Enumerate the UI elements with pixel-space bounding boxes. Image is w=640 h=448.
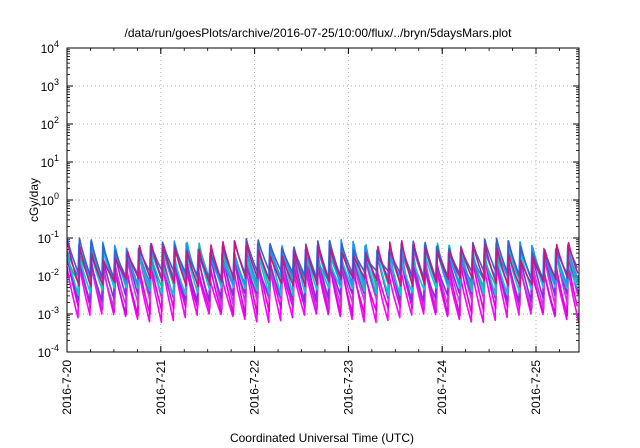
x-axis-label: Coordinated Universal Time (UTC) (230, 431, 414, 445)
series-line (66, 244, 579, 297)
series-line (67, 241, 579, 290)
x-tick-label: 2016-7-25 (529, 360, 543, 415)
grid (66, 47, 579, 353)
y-tick-label: 102 (41, 115, 59, 132)
chart-title: /data/run/goesPlots/archive/2016-07-25/1… (125, 26, 513, 40)
x-tick-label: 2016-7-24 (435, 360, 449, 415)
y-tick-label: 10-1 (38, 229, 59, 246)
y-tick-label: 103 (41, 77, 59, 94)
y-tick-label: 10-4 (38, 343, 59, 360)
x-tick-label: 2016-7-21 (154, 360, 168, 415)
y-tick-label: 100 (41, 191, 59, 208)
x-tick-labels: 2016-7-20 2016-7-21 2016-7-22 2016-7-23 2016… (60, 360, 543, 415)
series-line (67, 240, 579, 288)
y-tick-label: 10-2 (38, 267, 59, 284)
y-tick-label: 10-3 (38, 305, 59, 322)
series-layer (66, 237, 580, 324)
y-axis-label: cGy/day (27, 178, 41, 222)
plot-frame (66, 47, 580, 353)
x-tick-label: 2016-7-22 (248, 360, 262, 415)
y-tick-label: 104 (41, 39, 59, 56)
series-line (66, 258, 580, 324)
y-tick-labels: 10-4 10-3 10-2 10-1 100 101 102 103 104 (38, 39, 59, 360)
x-tick-label: 2016-7-23 (341, 360, 355, 415)
y-tick-label: 101 (41, 153, 59, 170)
x-tick-label: 2016-7-20 (60, 360, 74, 415)
